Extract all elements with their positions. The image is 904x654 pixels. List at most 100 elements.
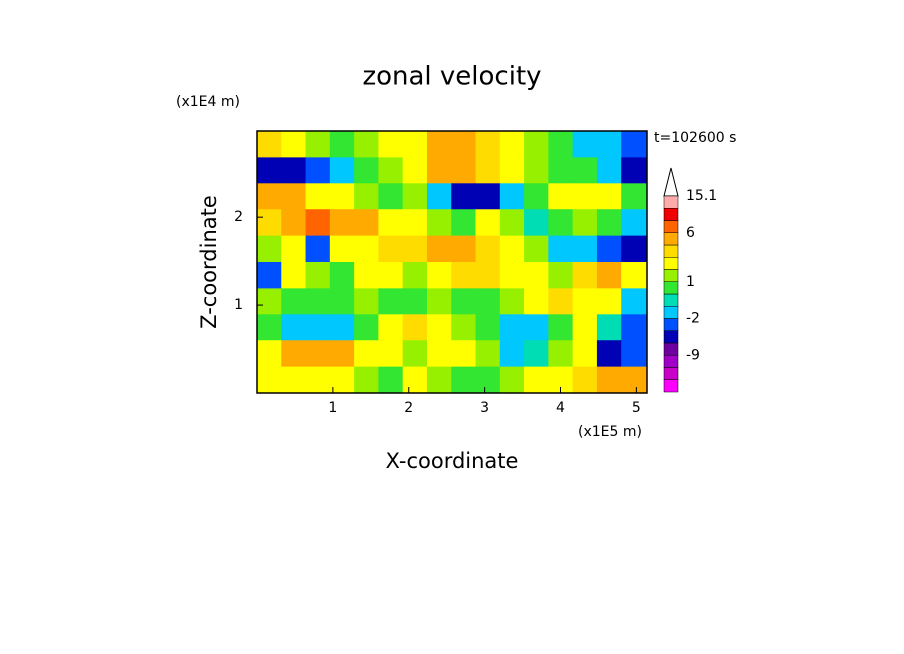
colorbar-arrow: [663, 167, 679, 197]
contour-cell: [524, 131, 549, 158]
contour-cell: [329, 288, 355, 315]
contour-cell: [305, 314, 331, 341]
contour-cell: [426, 288, 452, 315]
contour-cell: [548, 131, 574, 158]
contour-cell: [378, 340, 404, 368]
contour-cell: [621, 288, 648, 315]
contour-cell: [475, 131, 501, 158]
contour-cell: [451, 157, 477, 184]
contour-cell: [281, 235, 307, 263]
contour-cell: [402, 314, 428, 341]
contour-cell: [402, 209, 428, 237]
contour-cell: [378, 157, 404, 184]
contour-cell: [257, 366, 282, 394]
contour-cell: [499, 314, 525, 341]
colorbar-tick-label: 1: [686, 274, 695, 290]
contour-cell: [499, 366, 525, 394]
contour-cell: [596, 209, 622, 237]
contour-cell: [499, 340, 525, 368]
contour-cell: [329, 157, 355, 184]
contour-cell: [281, 157, 307, 184]
contour-cell: [451, 131, 477, 158]
colorbar-bin: [663, 330, 679, 344]
colorbar-bin: [663, 318, 679, 331]
contour-cell: [281, 366, 307, 394]
contour-cell: [475, 157, 501, 184]
contour-cell: [426, 314, 452, 341]
x-axis-title: X-coordinate: [386, 449, 519, 473]
x-unit: (x1E5 m): [578, 424, 642, 440]
contour-cell: [548, 235, 574, 263]
contour-cell: [426, 209, 452, 237]
contour-cell: [257, 183, 282, 210]
contour-cell: [257, 262, 282, 289]
contour-cell: [354, 288, 379, 315]
contour-cell: [621, 209, 648, 237]
contour-cell: [426, 262, 452, 289]
contour-cell: [621, 131, 648, 158]
contour-cell: [354, 131, 379, 158]
contour-cell: [257, 157, 282, 184]
contour-cell: [572, 340, 598, 368]
contour-cell: [572, 366, 598, 394]
contour-cell: [305, 366, 331, 394]
contour-cell: [305, 157, 331, 184]
contour-cell: [281, 314, 307, 341]
contour-cell: [257, 131, 282, 158]
contour-cell: [378, 235, 404, 263]
contour-cell: [451, 288, 477, 315]
contour-cell: [354, 314, 379, 341]
contour-cell: [524, 209, 549, 237]
contour-cell: [475, 314, 501, 341]
colorbar-bin: [663, 379, 679, 393]
contour-cell: [305, 183, 331, 210]
colorbar-bin: [663, 244, 679, 258]
contour-cell: [281, 288, 307, 315]
contour-cell: [281, 131, 307, 158]
contour-cell: [524, 183, 549, 210]
contour-cell: [378, 131, 404, 158]
contour-cell: [572, 288, 598, 315]
contour-cell: [329, 131, 355, 158]
contour-cell: [572, 235, 598, 263]
contour-cell: [402, 131, 428, 158]
contour-cell: [596, 235, 622, 263]
contour-cell: [426, 235, 452, 263]
contour-cell: [378, 262, 404, 289]
contour-cell: [378, 209, 404, 237]
y-tick-label: 1: [234, 297, 243, 313]
colorbar-bin: [663, 293, 679, 307]
contour-cell: [572, 183, 598, 210]
contour-cell: [257, 340, 282, 368]
contour-cell: [305, 131, 331, 158]
y-tick-label: 2: [234, 209, 243, 225]
time-annotation: t=102600 s: [654, 130, 736, 146]
contour-cell: [596, 262, 622, 289]
contour-cell: [621, 340, 648, 368]
contour-cell: [378, 288, 404, 315]
x-tick-label: 4: [556, 400, 565, 416]
contour-cell: [354, 262, 379, 289]
contour-cell: [548, 183, 574, 210]
colorbar-bin: [663, 281, 679, 295]
contour-cell: [475, 209, 501, 237]
contour-cell: [426, 131, 452, 158]
contour-cell: [305, 235, 331, 263]
contour-cell: [548, 314, 574, 341]
colorbar-bin: [663, 355, 679, 368]
contour-cell: [499, 131, 525, 158]
colorbar-bin: [663, 208, 679, 221]
contour-cell: [305, 288, 331, 315]
colorbar-tick-label: -2: [686, 311, 700, 327]
contour-cell: [354, 235, 379, 263]
contour-cell: [548, 157, 574, 184]
contour-cell: [402, 157, 428, 184]
contour-cell: [257, 209, 282, 237]
contour-cell: [354, 366, 379, 394]
contour-cell: [475, 262, 501, 289]
contour-cell: [475, 183, 501, 210]
contour-cell: [499, 235, 525, 263]
axes: 1 2 3 4 5 1 2: [234, 130, 648, 416]
contour-cell: [354, 183, 379, 210]
contour-cell: [329, 340, 355, 368]
